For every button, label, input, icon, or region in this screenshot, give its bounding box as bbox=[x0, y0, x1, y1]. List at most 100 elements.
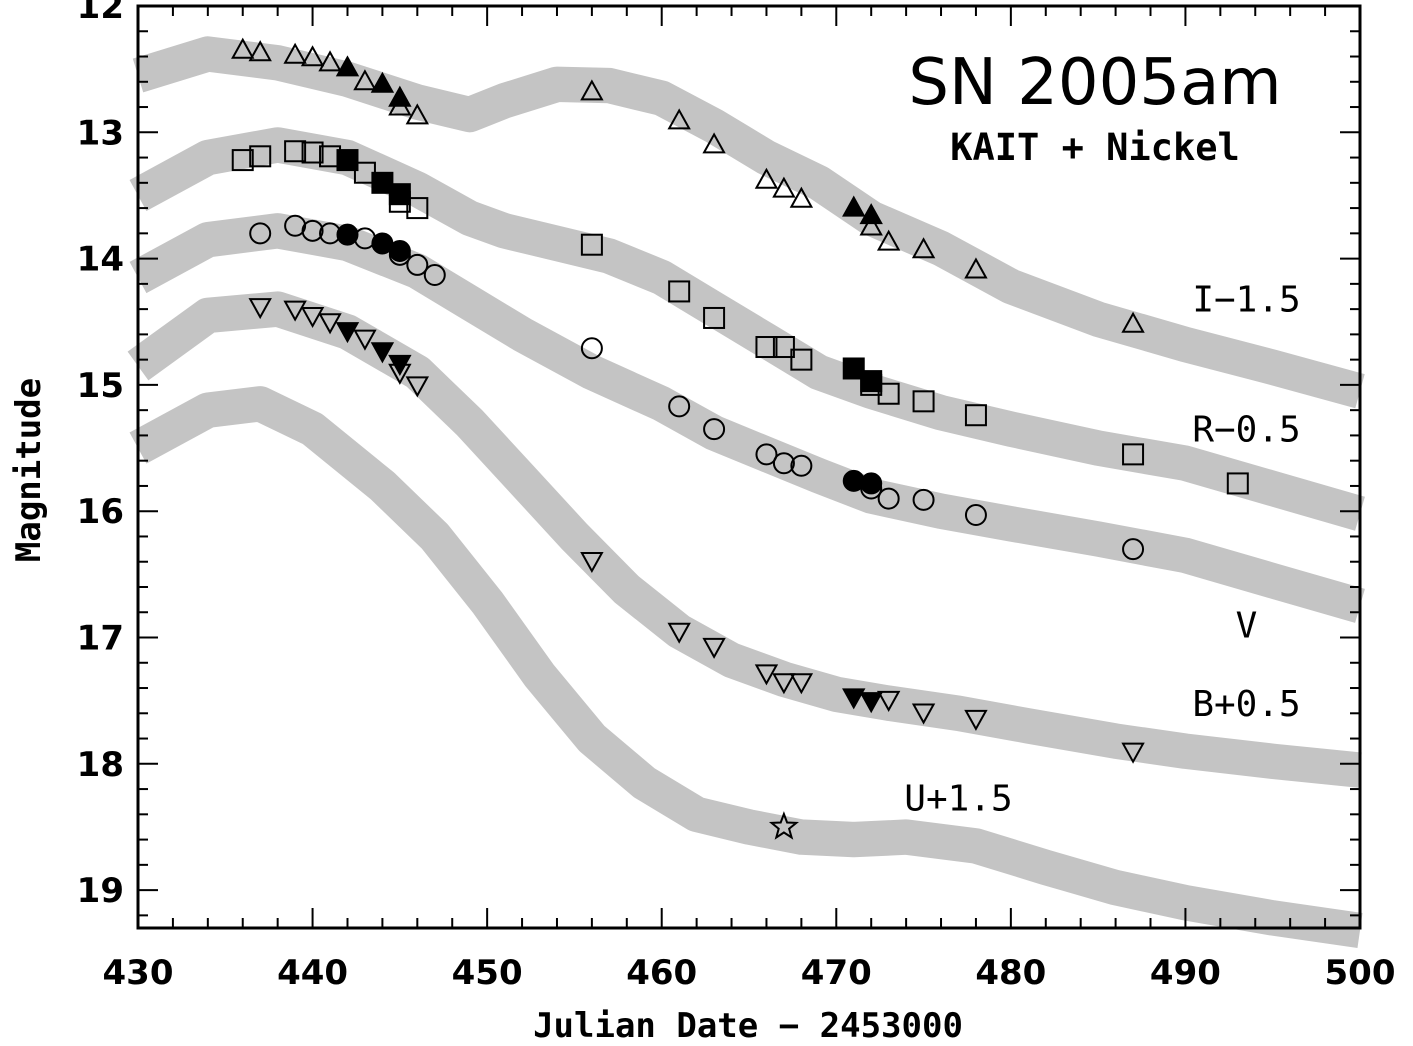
data-point-open-2-12 bbox=[772, 452, 795, 475]
data-point-open-2-16 bbox=[912, 488, 935, 511]
data-point-open-2-13 bbox=[790, 454, 813, 477]
data-point-filled-1-0 bbox=[336, 149, 359, 172]
data-point-open-3-7 bbox=[580, 551, 604, 574]
x-tick-label-6: 490 bbox=[1150, 953, 1221, 993]
data-point-open-2-18 bbox=[1122, 538, 1145, 561]
data-point-open-0-11 bbox=[754, 167, 779, 189]
data-point-open-2-7 bbox=[423, 264, 446, 287]
data-point-open-2-17 bbox=[964, 503, 987, 526]
template-band-4 bbox=[129, 386, 1363, 949]
data-point-open-3-15 bbox=[964, 709, 988, 731]
data-point-open-1-0 bbox=[231, 149, 254, 172]
x-tick-label-3: 460 bbox=[626, 953, 697, 993]
data-point-open-0-1 bbox=[248, 40, 272, 62]
template-bands bbox=[127, 36, 1365, 949]
data-point-filled-3-0 bbox=[335, 322, 360, 344]
data-point-open-2-9 bbox=[668, 395, 691, 418]
band-labels: I−1.5 R−0.5 V B+0.5 U+1.5 bbox=[904, 280, 1300, 820]
x-tick-label-4: 470 bbox=[801, 953, 872, 993]
data-point-open-3-11 bbox=[772, 673, 796, 695]
y-tick-label-0: 12 bbox=[77, 0, 124, 27]
chart-title: SN 2005am bbox=[908, 46, 1281, 120]
data-point-open-0-13 bbox=[789, 186, 814, 208]
data-point-open-1-17 bbox=[964, 404, 987, 427]
data-point-open-3-1 bbox=[283, 300, 307, 322]
x-tick-label-5: 480 bbox=[975, 953, 1046, 993]
data-point-open-1-2 bbox=[284, 140, 307, 163]
y-tick-label-1: 13 bbox=[77, 113, 124, 153]
data-point-open-0-17 bbox=[964, 257, 988, 279]
data-point-open-0-0 bbox=[231, 37, 255, 59]
chart-subtitle: KAIT + Nickel bbox=[950, 126, 1240, 169]
data-point-open-2-8 bbox=[580, 337, 603, 360]
data-point-filled-1-4 bbox=[860, 370, 883, 393]
data-point-open-2-6 bbox=[406, 253, 429, 276]
y-tick-label-5: 17 bbox=[77, 619, 124, 659]
data-point-open-0-15 bbox=[876, 229, 901, 251]
data-point-open-0-9 bbox=[667, 108, 691, 130]
data-point-open-1-3 bbox=[301, 141, 324, 164]
data-point-filled-2-0 bbox=[336, 223, 359, 246]
data-point-open-0-14 bbox=[859, 214, 883, 236]
y-axis-title: Magnitude bbox=[9, 378, 49, 562]
band-label-3: B+0.5 bbox=[1192, 684, 1300, 725]
data-point-open-3-8 bbox=[667, 622, 691, 644]
data-point-open-0-10 bbox=[702, 132, 726, 154]
data-point-open-1-13 bbox=[790, 348, 813, 371]
tick-labels: 430 440 450 460 470 480 490 500 12 13 14 15 16 17 18 19 bbox=[77, 0, 1396, 993]
data-point-open-0-16 bbox=[911, 237, 936, 259]
data-point-filled-0-4 bbox=[859, 203, 883, 225]
data-point-open-0-2 bbox=[283, 42, 307, 64]
photometry-markers bbox=[231, 37, 1249, 840]
x-tick-label-2: 450 bbox=[452, 953, 523, 993]
x-tick-label-0: 430 bbox=[103, 953, 174, 993]
data-point-filled-0-2 bbox=[388, 85, 412, 107]
data-point-open-0-4 bbox=[318, 50, 342, 72]
data-point-filled-1-1 bbox=[371, 171, 394, 194]
data-point-filled-3-2 bbox=[388, 354, 412, 376]
data-point-open-3-2 bbox=[300, 306, 325, 328]
data-point-open-0-3 bbox=[300, 45, 325, 67]
data-point-open-2-2 bbox=[301, 219, 324, 242]
data-point-open-0-8 bbox=[580, 79, 604, 101]
data-point-open-1-8 bbox=[580, 233, 603, 256]
data-point-filled-2-2 bbox=[388, 240, 411, 263]
data-point-open-0-7 bbox=[405, 103, 430, 125]
data-point-open-1-16 bbox=[912, 390, 935, 413]
data-point-open-1-1 bbox=[249, 145, 272, 168]
data-point-open-2-11 bbox=[755, 443, 778, 466]
band-label-4: U+1.5 bbox=[904, 779, 1012, 820]
data-point-filled-1-2 bbox=[388, 183, 411, 206]
data-point-open-3-3 bbox=[318, 313, 342, 335]
band-label-1: R−0.5 bbox=[1192, 410, 1300, 451]
x-tick-label-7: 500 bbox=[1325, 953, 1396, 993]
data-point-open-3-4 bbox=[353, 329, 377, 351]
data-point-filled-3-4 bbox=[859, 692, 883, 714]
data-point-open-3-9 bbox=[702, 637, 726, 659]
y-tick-label-3: 15 bbox=[77, 366, 124, 406]
x-axis-title: Julian Date − 2453000 bbox=[533, 1006, 963, 1046]
data-point-open-2-1 bbox=[284, 214, 307, 237]
y-tick-label-2: 14 bbox=[77, 240, 124, 280]
y-tick-label-7: 19 bbox=[77, 871, 124, 911]
data-point-filled-0-0 bbox=[335, 55, 360, 77]
data-point-open-1-7 bbox=[406, 197, 429, 220]
data-point-open-4-0 bbox=[768, 811, 799, 840]
data-point-filled-0-1 bbox=[370, 71, 395, 93]
data-point-open-3-0 bbox=[248, 298, 272, 320]
data-point-open-3-12 bbox=[789, 673, 814, 695]
data-point-filled-0-3 bbox=[842, 195, 866, 217]
data-point-open-3-6 bbox=[405, 376, 430, 398]
data-point-open-3-16 bbox=[1121, 742, 1145, 764]
data-point-filled-3-1 bbox=[370, 342, 395, 364]
data-point-open-1-12 bbox=[772, 336, 795, 359]
y-tick-label-4: 16 bbox=[77, 492, 124, 532]
data-point-open-3-10 bbox=[754, 664, 779, 686]
plot-frame bbox=[136, 4, 1362, 930]
data-point-open-0-5 bbox=[353, 69, 377, 91]
y-tick-label-6: 18 bbox=[77, 745, 124, 785]
data-point-filled-3-3 bbox=[842, 688, 866, 710]
data-point-open-3-14 bbox=[911, 703, 936, 725]
data-point-open-1-15 bbox=[877, 382, 900, 405]
